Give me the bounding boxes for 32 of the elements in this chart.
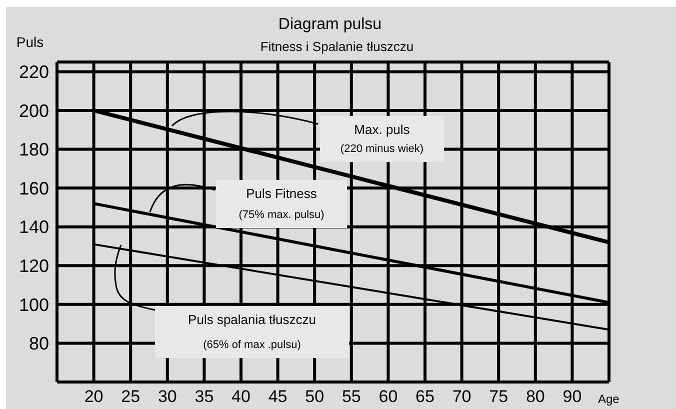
text: Puls spalania tłuszczu: [188, 312, 316, 327]
x-tick-label: 55: [342, 387, 361, 406]
legend-label: Puls Fitness: [246, 186, 318, 201]
chart-title: Diagram pulsu: [278, 16, 382, 33]
x-tick-label: 50: [305, 387, 324, 406]
annotation: (65% of max .pulsu): [203, 339, 301, 351]
y-tick-label: 140: [18, 217, 49, 238]
x-tick-label: 45: [268, 387, 288, 406]
y-tick-label: 100: [18, 294, 49, 315]
x-tick-label: 80: [526, 387, 545, 406]
x-tick-label: 20: [84, 387, 104, 406]
x-axis-title: Age: [598, 392, 620, 406]
x-tick-label: 60: [378, 387, 398, 406]
y-tick-label: 180: [18, 140, 49, 160]
y-tick-label: 200: [18, 100, 49, 121]
x-tick-label: 90: [562, 387, 582, 406]
x-tick-label: 30: [158, 387, 177, 406]
x-tick-label: 65: [416, 387, 434, 406]
text: Max. puls: [354, 122, 410, 137]
x-tick-label: 40: [232, 387, 250, 406]
x-tick-label: 35: [194, 387, 214, 406]
x-tick-label: 70: [452, 387, 472, 406]
annotation: (75% max. pulsu): [238, 209, 324, 221]
y-axis-title: Puls: [16, 34, 44, 50]
y-tick-label: 220: [18, 62, 49, 82]
x-tick-label: 75: [489, 387, 508, 406]
chart-subtitle: Fitness i Spalanie tłuszczu: [260, 39, 414, 54]
y-tick-label: 80: [28, 334, 49, 354]
y-tick-label: 160: [18, 178, 49, 198]
y-tick-label: 120: [18, 256, 49, 276]
x-tick-label: 25: [121, 387, 140, 406]
annotation: (220 minus wiek): [340, 143, 424, 155]
